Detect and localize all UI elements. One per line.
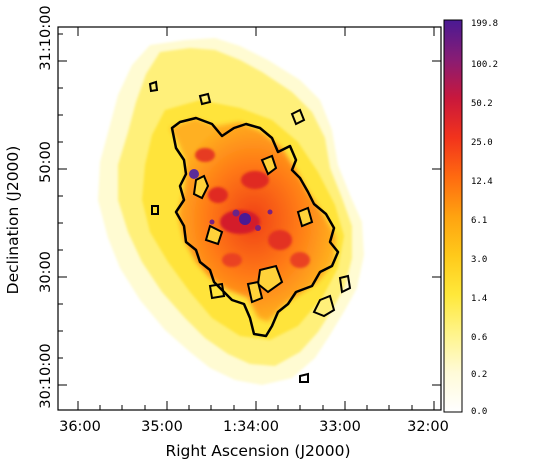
- plot-frame: [57, 26, 442, 411]
- colorbar-gradient: [443, 19, 463, 413]
- flux-contour: [170, 116, 340, 338]
- y-tick-label: 30:10:00: [38, 343, 54, 408]
- colorbar-label: 0.0: [471, 407, 487, 417]
- galaxy-image: [98, 38, 364, 385]
- bright-knots: [189, 169, 273, 231]
- y-tick-label: 50:00: [38, 141, 54, 183]
- x-axis-ticks: [77, 27, 435, 410]
- y-axis-ticks: [58, 33, 441, 386]
- colorbar-label: 50.2: [471, 99, 493, 109]
- contour-holes: [192, 154, 314, 304]
- x-tick-label: 1:34:00: [223, 419, 279, 435]
- colorbar-label: 1.4: [471, 294, 487, 304]
- colorbar-label: 12.4: [471, 177, 493, 187]
- colorbar-label: 0.2: [471, 370, 487, 380]
- colorbar-label: 3.0: [471, 255, 487, 265]
- x-tick-labels: 36:00 35:00 1:34:00 33:00 32:00: [59, 419, 449, 435]
- colorbar-labels: 199.8 100.2 50.2 25.0 12.4 6.1 3.0 1.4 0…: [471, 19, 498, 417]
- y-tick-labels: 31:10:00 50:00 30:00 30:10:00: [38, 5, 54, 408]
- colorbar: 199.8 100.2 50.2 25.0 12.4 6.1 3.0 1.4 0…: [443, 19, 498, 417]
- colorbar-label: 100.2: [471, 60, 498, 70]
- x-axis-title: Right Ascension (J2000): [165, 442, 350, 460]
- colorbar-label: 6.1: [471, 216, 487, 226]
- colorbar-label: 0.6: [471, 333, 487, 343]
- colorbar-label: 199.8: [471, 19, 498, 29]
- colorbar-label: 25.0: [471, 138, 493, 148]
- y-axis-title: Declination (J2000): [4, 146, 22, 295]
- x-tick-label: 32:00: [407, 419, 449, 435]
- x-tick-label: 36:00: [59, 419, 101, 435]
- y-tick-label: 30:00: [38, 251, 54, 293]
- hii-regions: [195, 148, 310, 268]
- y-tick-label: 31:10:00: [38, 5, 54, 70]
- x-tick-label: 33:00: [319, 419, 361, 435]
- minor-contours: [148, 80, 352, 383]
- x-tick-label: 35:00: [141, 419, 183, 435]
